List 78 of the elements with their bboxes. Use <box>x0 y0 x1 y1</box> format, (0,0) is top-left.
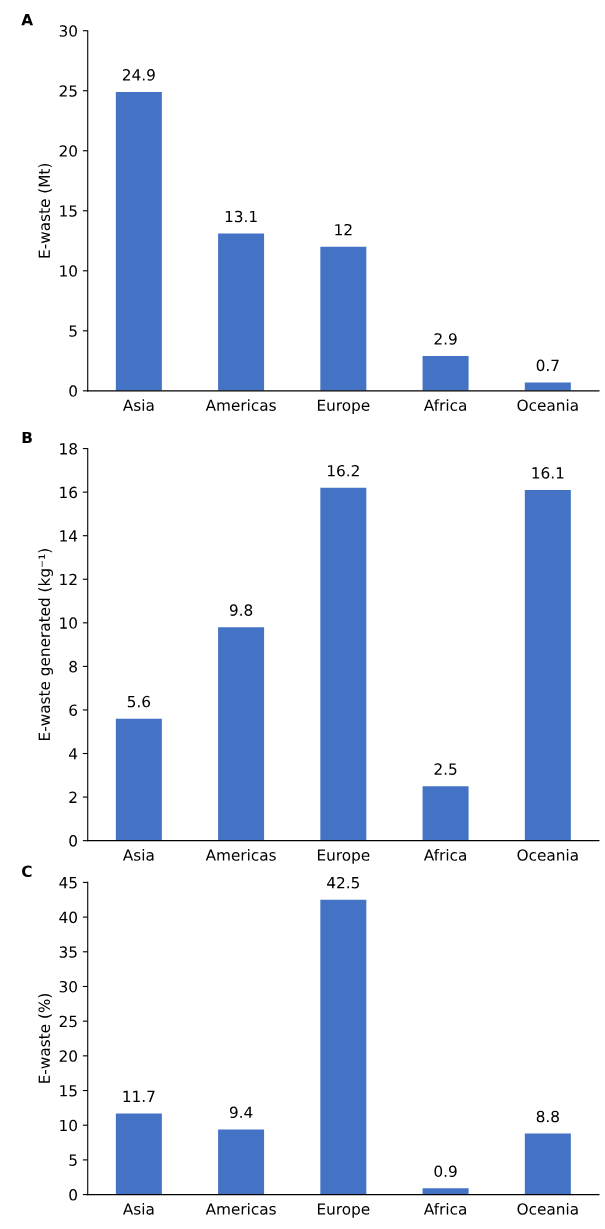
bar <box>524 489 571 841</box>
y-axis-title: E-waste (Mt) <box>38 163 52 258</box>
y-tick-label: 25 <box>59 1015 77 1028</box>
x-tick-label: Oceania <box>517 848 578 861</box>
y-tick-label: 0 <box>69 385 77 397</box>
x-tick-label: Oceania <box>517 399 578 411</box>
y-tick-label: 30 <box>59 25 77 37</box>
y-tick-label: 10 <box>60 265 77 277</box>
y-tick-label: 8 <box>69 660 77 673</box>
y-tick-label: 6 <box>69 704 78 716</box>
bar <box>115 91 162 391</box>
y-tick-label: 16 <box>60 486 78 499</box>
y-tick-label: 14 <box>60 530 78 542</box>
x-tick-label: Europe <box>317 849 370 864</box>
data-label: 2.5 <box>434 763 457 775</box>
y-axis-title: E-waste generated (kg⁻¹) <box>38 549 54 740</box>
x-tick-label: Europe <box>317 1203 370 1218</box>
x-tick-label: Europe <box>317 399 370 414</box>
data-label: 42.5 <box>327 876 360 889</box>
bar <box>218 1129 265 1195</box>
y-tick-label: 4 <box>69 748 78 760</box>
y-tick-label: 30 <box>59 980 77 993</box>
x-tick-label: Americas <box>205 848 276 861</box>
data-label: 5.6 <box>127 695 151 708</box>
data-label: 24.9 <box>122 69 155 81</box>
x-tick-label: Asia <box>122 399 154 411</box>
y-tick-label: 0 <box>69 835 77 847</box>
y-tick-label: 35 <box>59 946 77 958</box>
data-label: 13.1 <box>225 210 257 223</box>
y-tick-label: 20 <box>59 145 77 157</box>
data-label: 16.2 <box>328 464 359 477</box>
bar <box>422 356 469 391</box>
y-axis-title: E-waste (%) <box>38 993 52 1083</box>
y-tick-label: 5 <box>69 325 77 337</box>
chart-title: C <box>22 865 32 878</box>
data-label: 0.7 <box>536 359 559 372</box>
data-label: 9.8 <box>229 604 253 616</box>
bar <box>218 627 265 841</box>
y-tick-label: 10 <box>60 617 77 629</box>
y-tick-label: 12 <box>60 573 77 586</box>
x-tick-label: Americas <box>205 399 276 411</box>
data-label: 16.1 <box>532 467 564 479</box>
x-tick-label: Africa <box>423 399 466 411</box>
y-tick-label: 20 <box>59 1050 77 1062</box>
x-tick-label: Asia <box>122 848 154 861</box>
bar <box>320 246 367 391</box>
bar <box>422 786 469 841</box>
bar <box>422 1188 469 1195</box>
y-tick-label: 0 <box>69 1189 77 1201</box>
data-label: 2.9 <box>434 333 457 345</box>
y-tick-label: 45 <box>59 877 77 889</box>
data-label: 8.8 <box>536 1110 559 1123</box>
bar <box>524 382 571 391</box>
y-tick-label: 15 <box>60 1085 77 1097</box>
y-tick-label: 15 <box>60 205 77 217</box>
y-tick-label: 25 <box>59 85 77 97</box>
x-tick-label: Asia <box>122 1202 154 1215</box>
y-tick-label: 5 <box>69 1154 77 1166</box>
bar <box>320 899 367 1195</box>
chart-title: B <box>22 431 32 444</box>
x-tick-label: Africa <box>423 1202 466 1215</box>
y-tick-label: 2 <box>69 791 77 803</box>
bar <box>218 233 265 391</box>
data-label: 9.4 <box>229 1106 253 1119</box>
x-tick-label: Americas <box>205 1202 276 1215</box>
bar <box>115 718 162 841</box>
x-tick-label: Oceania <box>517 1202 578 1215</box>
y-tick-label: 40 <box>59 911 77 924</box>
y-tick-label: 10 <box>60 1119 77 1132</box>
bar <box>115 1113 162 1195</box>
data-label: 12 <box>335 223 352 236</box>
data-label: 11.7 <box>123 1090 155 1102</box>
y-tick-label: 18 <box>60 443 77 455</box>
x-tick-label: Africa <box>423 848 466 861</box>
data-label: 0.9 <box>434 1165 457 1178</box>
bar <box>524 1133 571 1195</box>
chart-title: A <box>21 14 34 26</box>
bar <box>320 487 367 841</box>
